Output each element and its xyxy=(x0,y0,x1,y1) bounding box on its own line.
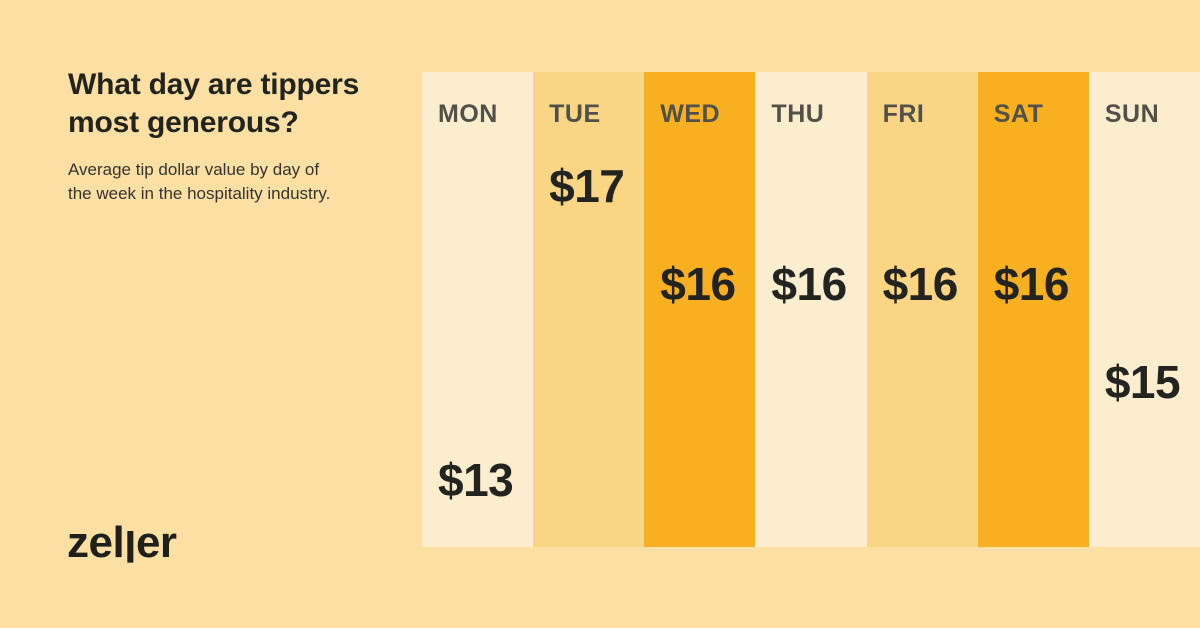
logo-dropped-l: l xyxy=(124,523,136,573)
chart-column-fri: FRI $16 xyxy=(866,72,978,547)
chart-columns: MON $13 TUE $17 WED $16 THU $16 FRI $16 SAT $16 SUN $… xyxy=(422,72,1200,547)
day-label-thu: THU xyxy=(771,100,825,128)
chart-column-wed: WED $16 xyxy=(644,72,756,547)
page-title-line-1: What day are tippers xyxy=(68,68,360,101)
logo-text-start: zel xyxy=(67,518,125,567)
day-label-wed: WED xyxy=(660,100,721,128)
zeller-logo: zeller xyxy=(67,518,177,572)
day-label-mon: MON xyxy=(438,100,498,128)
subtitle: Average tip dollar value by day of the w… xyxy=(68,158,408,205)
day-label-tue: TUE xyxy=(549,100,601,128)
chart-column-thu: THU $16 xyxy=(755,72,867,547)
chart-column-mon: MON $13 xyxy=(422,72,534,547)
value-label-wed: $16 xyxy=(660,258,736,310)
value-label-fri: $16 xyxy=(882,258,959,310)
day-label-sun: SUN xyxy=(1104,100,1160,128)
subtitle-line-2: the week in the hospitality industry. xyxy=(68,183,331,203)
header-block: What day are tippers most generous? Aver… xyxy=(68,66,408,205)
value-label-tue: $17 xyxy=(549,160,625,212)
value-label-mon: $13 xyxy=(438,454,514,506)
value-label-sun: $15 xyxy=(1104,356,1181,408)
chart-column-sun: SUN $15 xyxy=(1088,72,1200,547)
day-label-sat: SAT xyxy=(993,100,1044,128)
chart-column-sat: SAT $16 xyxy=(977,72,1089,547)
chart-column-tue: TUE $17 xyxy=(533,72,645,547)
logo-text-end: er xyxy=(135,518,177,567)
page-title-line-2: most generous? xyxy=(68,106,299,139)
value-label-sat: $16 xyxy=(993,258,1070,310)
day-label-fri: FRI xyxy=(882,100,925,128)
value-label-thu: $16 xyxy=(771,258,847,310)
subtitle-line-1: Average tip dollar value by day of xyxy=(68,160,320,179)
